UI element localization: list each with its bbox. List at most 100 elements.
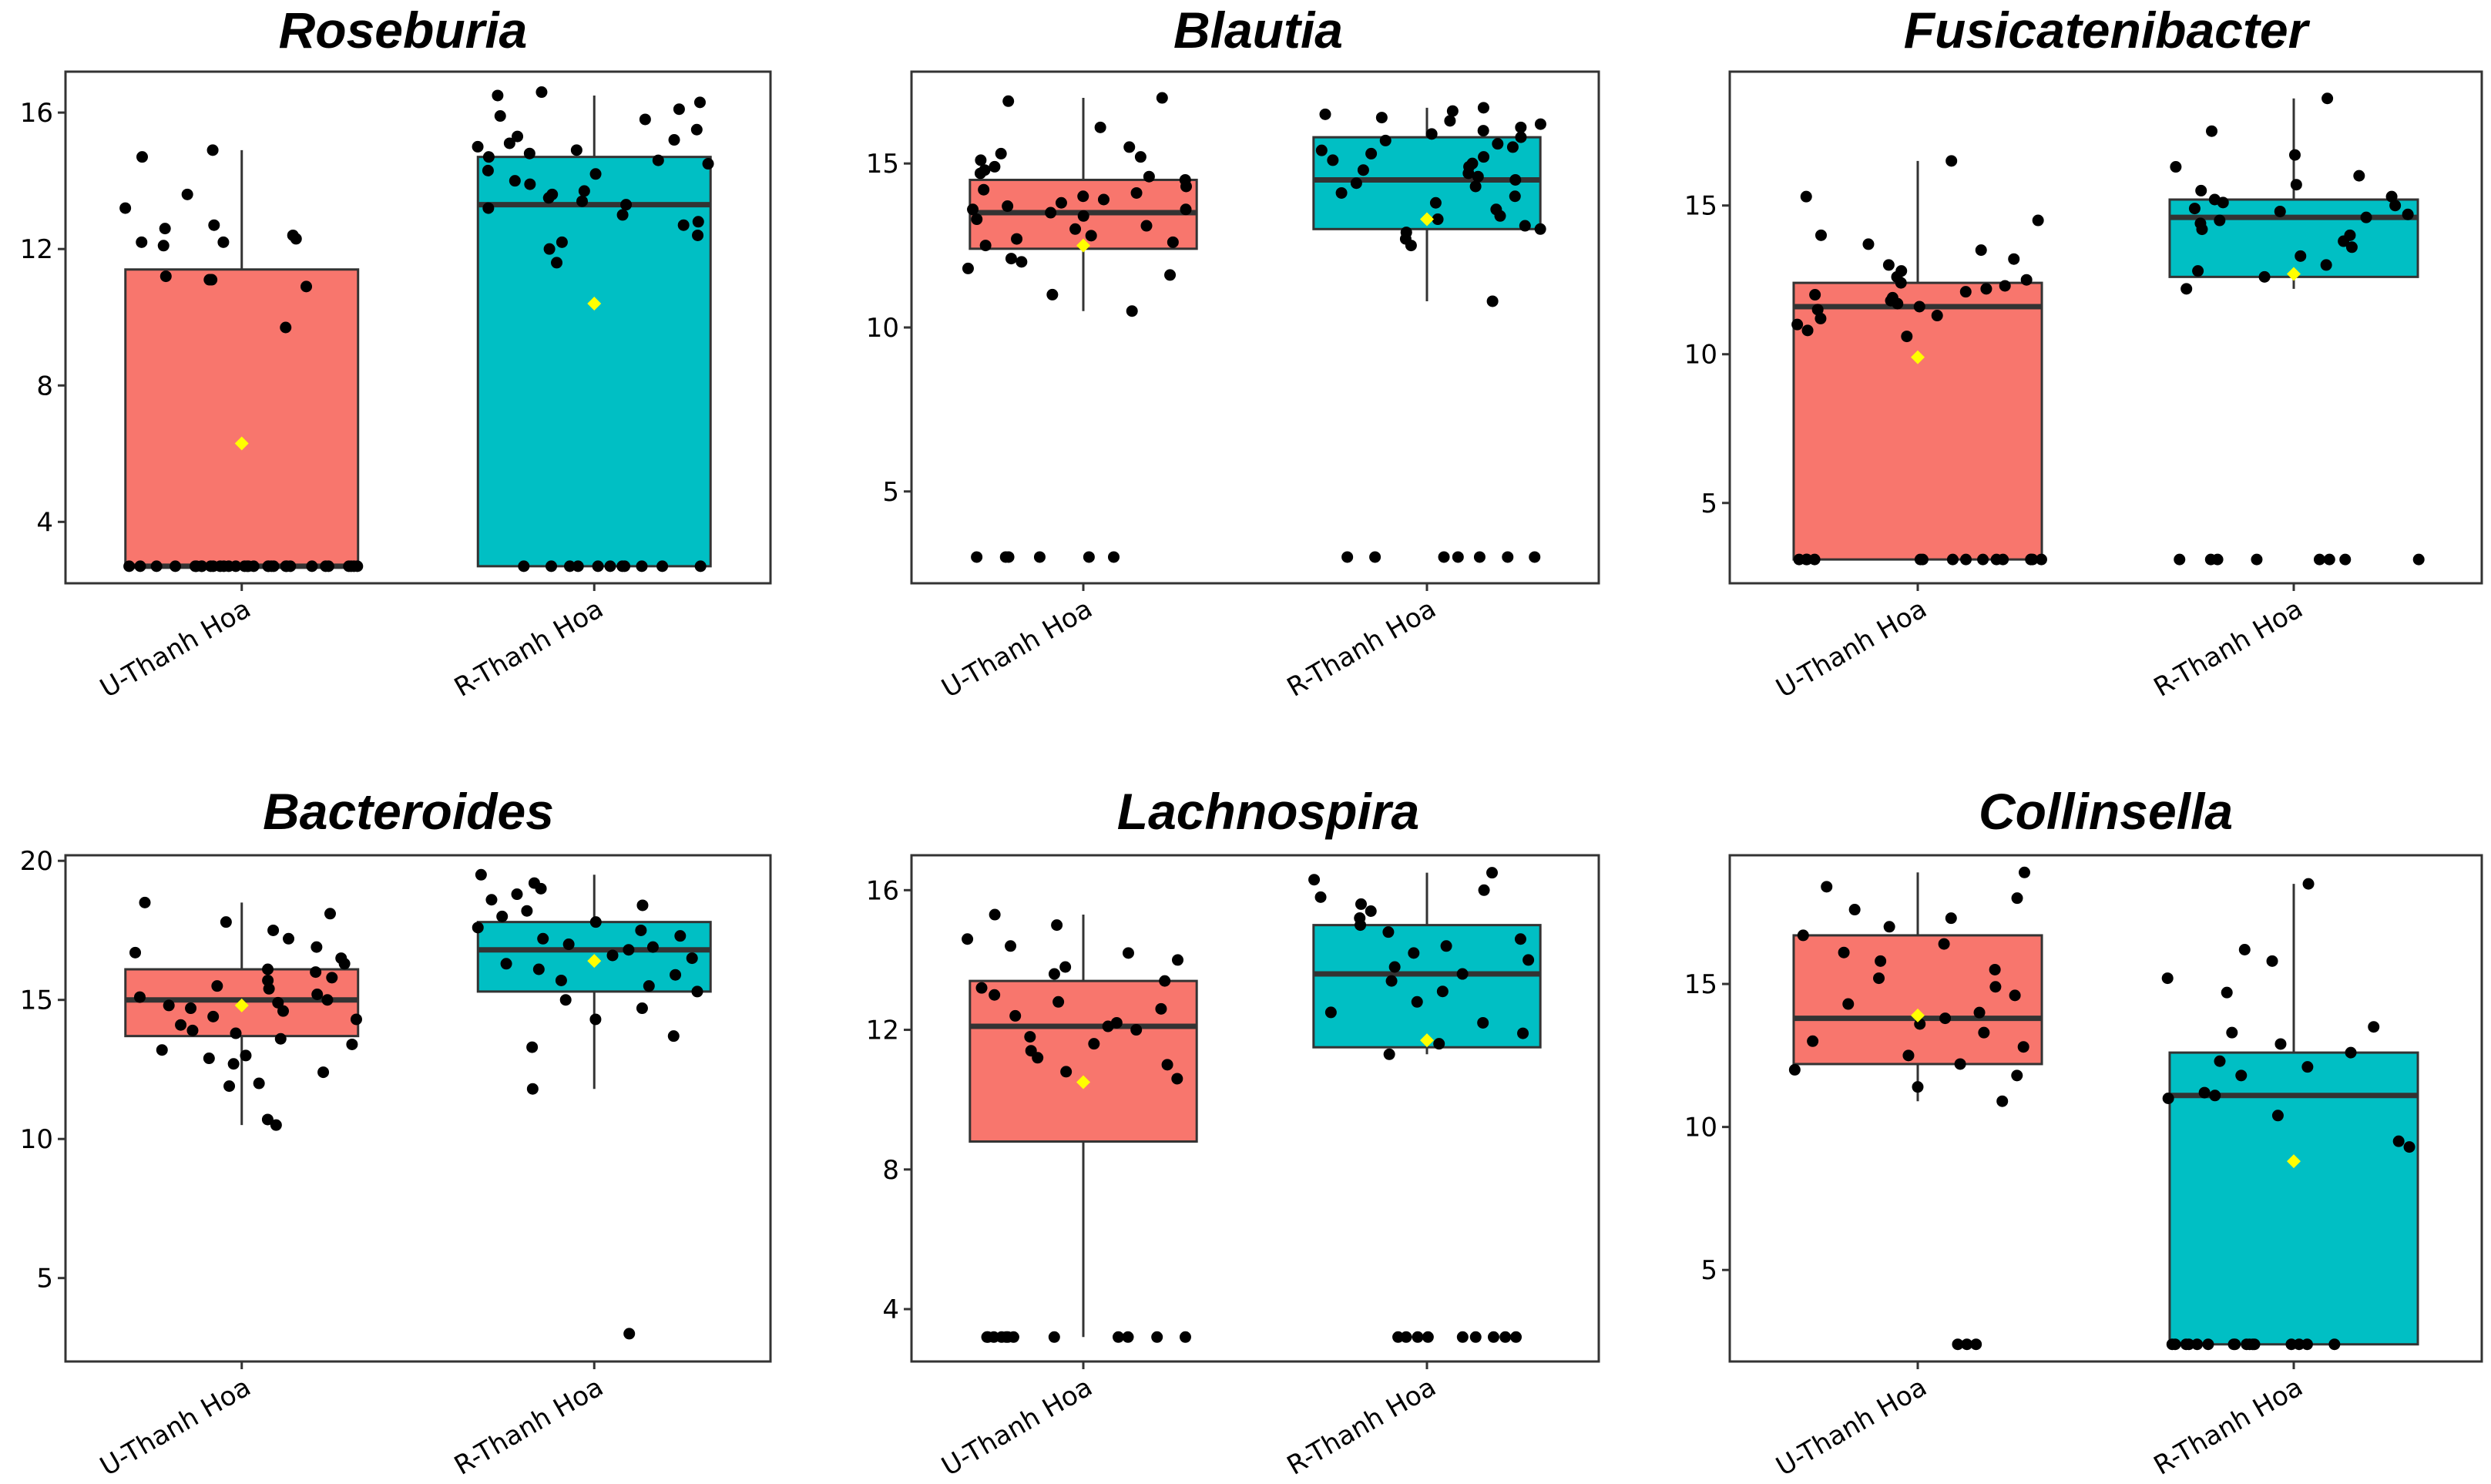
data-point — [2180, 1338, 2192, 1351]
data-point — [1009, 1009, 1022, 1022]
data-point — [139, 896, 151, 908]
data-point — [150, 560, 163, 572]
data-point — [1477, 125, 1489, 137]
plot-frame — [910, 854, 1600, 1363]
data-point — [1996, 1095, 2009, 1107]
data-point — [535, 86, 548, 99]
data-point — [962, 262, 974, 274]
data-point — [2192, 265, 2204, 277]
panel-title: Bacteroides — [263, 783, 554, 840]
data-point — [1952, 1338, 1964, 1351]
data-point — [989, 160, 1001, 173]
data-point — [204, 560, 217, 572]
box-r — [2168, 198, 2419, 278]
data-point — [1939, 1012, 1952, 1025]
data-point — [509, 175, 521, 187]
data-point — [523, 147, 535, 159]
data-point — [693, 96, 706, 109]
data-point — [988, 1331, 1000, 1343]
data-point — [2191, 1338, 2204, 1351]
data-point — [1529, 551, 1541, 563]
data-point — [2011, 1069, 2023, 1082]
panel-roseburia: Roseburia 4 8 12 16 U-Thanh Hoa R-Thanh Hoa — [20, 2, 772, 704]
data-point — [238, 560, 250, 572]
data-point — [1515, 131, 1527, 143]
data-point — [1408, 947, 1420, 959]
data-point — [636, 1002, 648, 1015]
data-point — [2353, 170, 2365, 182]
data-point — [310, 966, 322, 979]
data-point — [129, 946, 142, 959]
data-point — [267, 560, 280, 572]
y-tick-label: 8 — [882, 1155, 899, 1186]
data-point — [496, 910, 509, 922]
data-point — [1436, 985, 1449, 998]
data-point — [2238, 943, 2251, 955]
data-point — [2026, 553, 2039, 566]
data-point — [1472, 170, 1484, 183]
data-point — [324, 908, 336, 920]
data-point — [1130, 1024, 1143, 1036]
data-point — [2162, 1093, 2174, 1105]
data-point — [2188, 203, 2201, 215]
data-point — [1490, 203, 1502, 216]
data-point — [1473, 551, 1486, 563]
data-point — [2392, 1135, 2405, 1147]
data-point — [1486, 295, 1499, 307]
data-point — [1821, 881, 1833, 893]
data-point — [277, 1005, 290, 1017]
data-point — [1388, 961, 1401, 973]
data-point — [1110, 1016, 1123, 1029]
data-point — [2035, 553, 2047, 566]
data-point — [287, 229, 299, 241]
data-point — [528, 877, 540, 889]
data-point — [1978, 1026, 1990, 1039]
data-point — [639, 113, 651, 126]
data-point — [1355, 898, 1367, 910]
data-point — [206, 144, 219, 156]
data-point — [1411, 995, 1423, 1008]
data-point — [2229, 1338, 2241, 1351]
data-point — [1327, 154, 1339, 166]
data-point — [280, 321, 292, 334]
data-point — [217, 236, 230, 248]
data-point — [1051, 919, 1063, 932]
data-point — [163, 999, 175, 1012]
data-point — [214, 560, 227, 572]
data-point — [1989, 981, 2002, 993]
data-point — [2339, 553, 2352, 566]
data-point — [2403, 1141, 2415, 1153]
data-point — [1808, 553, 1821, 566]
data-point — [2204, 553, 2217, 566]
data-point — [1469, 1331, 1482, 1343]
data-point — [2251, 553, 2263, 566]
data-point — [1024, 1031, 1036, 1043]
data-point — [2295, 250, 2307, 262]
mean-marker — [2287, 1154, 2301, 1169]
data-point — [2209, 1089, 2221, 1102]
data-point — [1005, 940, 1017, 952]
data-point — [2235, 1069, 2248, 1082]
data-point — [692, 229, 704, 241]
data-point — [1016, 256, 1028, 268]
x-tick-label: R-Thanh Hoa — [2149, 1372, 2308, 1481]
mean-marker — [587, 297, 602, 311]
data-point — [589, 168, 602, 180]
data-point — [589, 916, 602, 928]
data-point — [306, 560, 318, 572]
data-point — [1011, 233, 1023, 245]
data-point — [1123, 141, 1136, 153]
data-point — [133, 991, 146, 1003]
data-point — [2194, 217, 2207, 230]
data-point — [532, 963, 545, 975]
data-point — [1324, 1006, 1337, 1019]
data-point — [1308, 874, 1321, 886]
data-point — [475, 868, 487, 881]
data-point — [1519, 220, 1531, 232]
data-point — [2344, 229, 2356, 241]
data-point — [2008, 253, 2020, 265]
data-point — [2360, 211, 2372, 223]
data-point — [482, 151, 495, 163]
data-point — [1797, 929, 1809, 942]
y-tick-label: 5 — [1700, 489, 1717, 519]
